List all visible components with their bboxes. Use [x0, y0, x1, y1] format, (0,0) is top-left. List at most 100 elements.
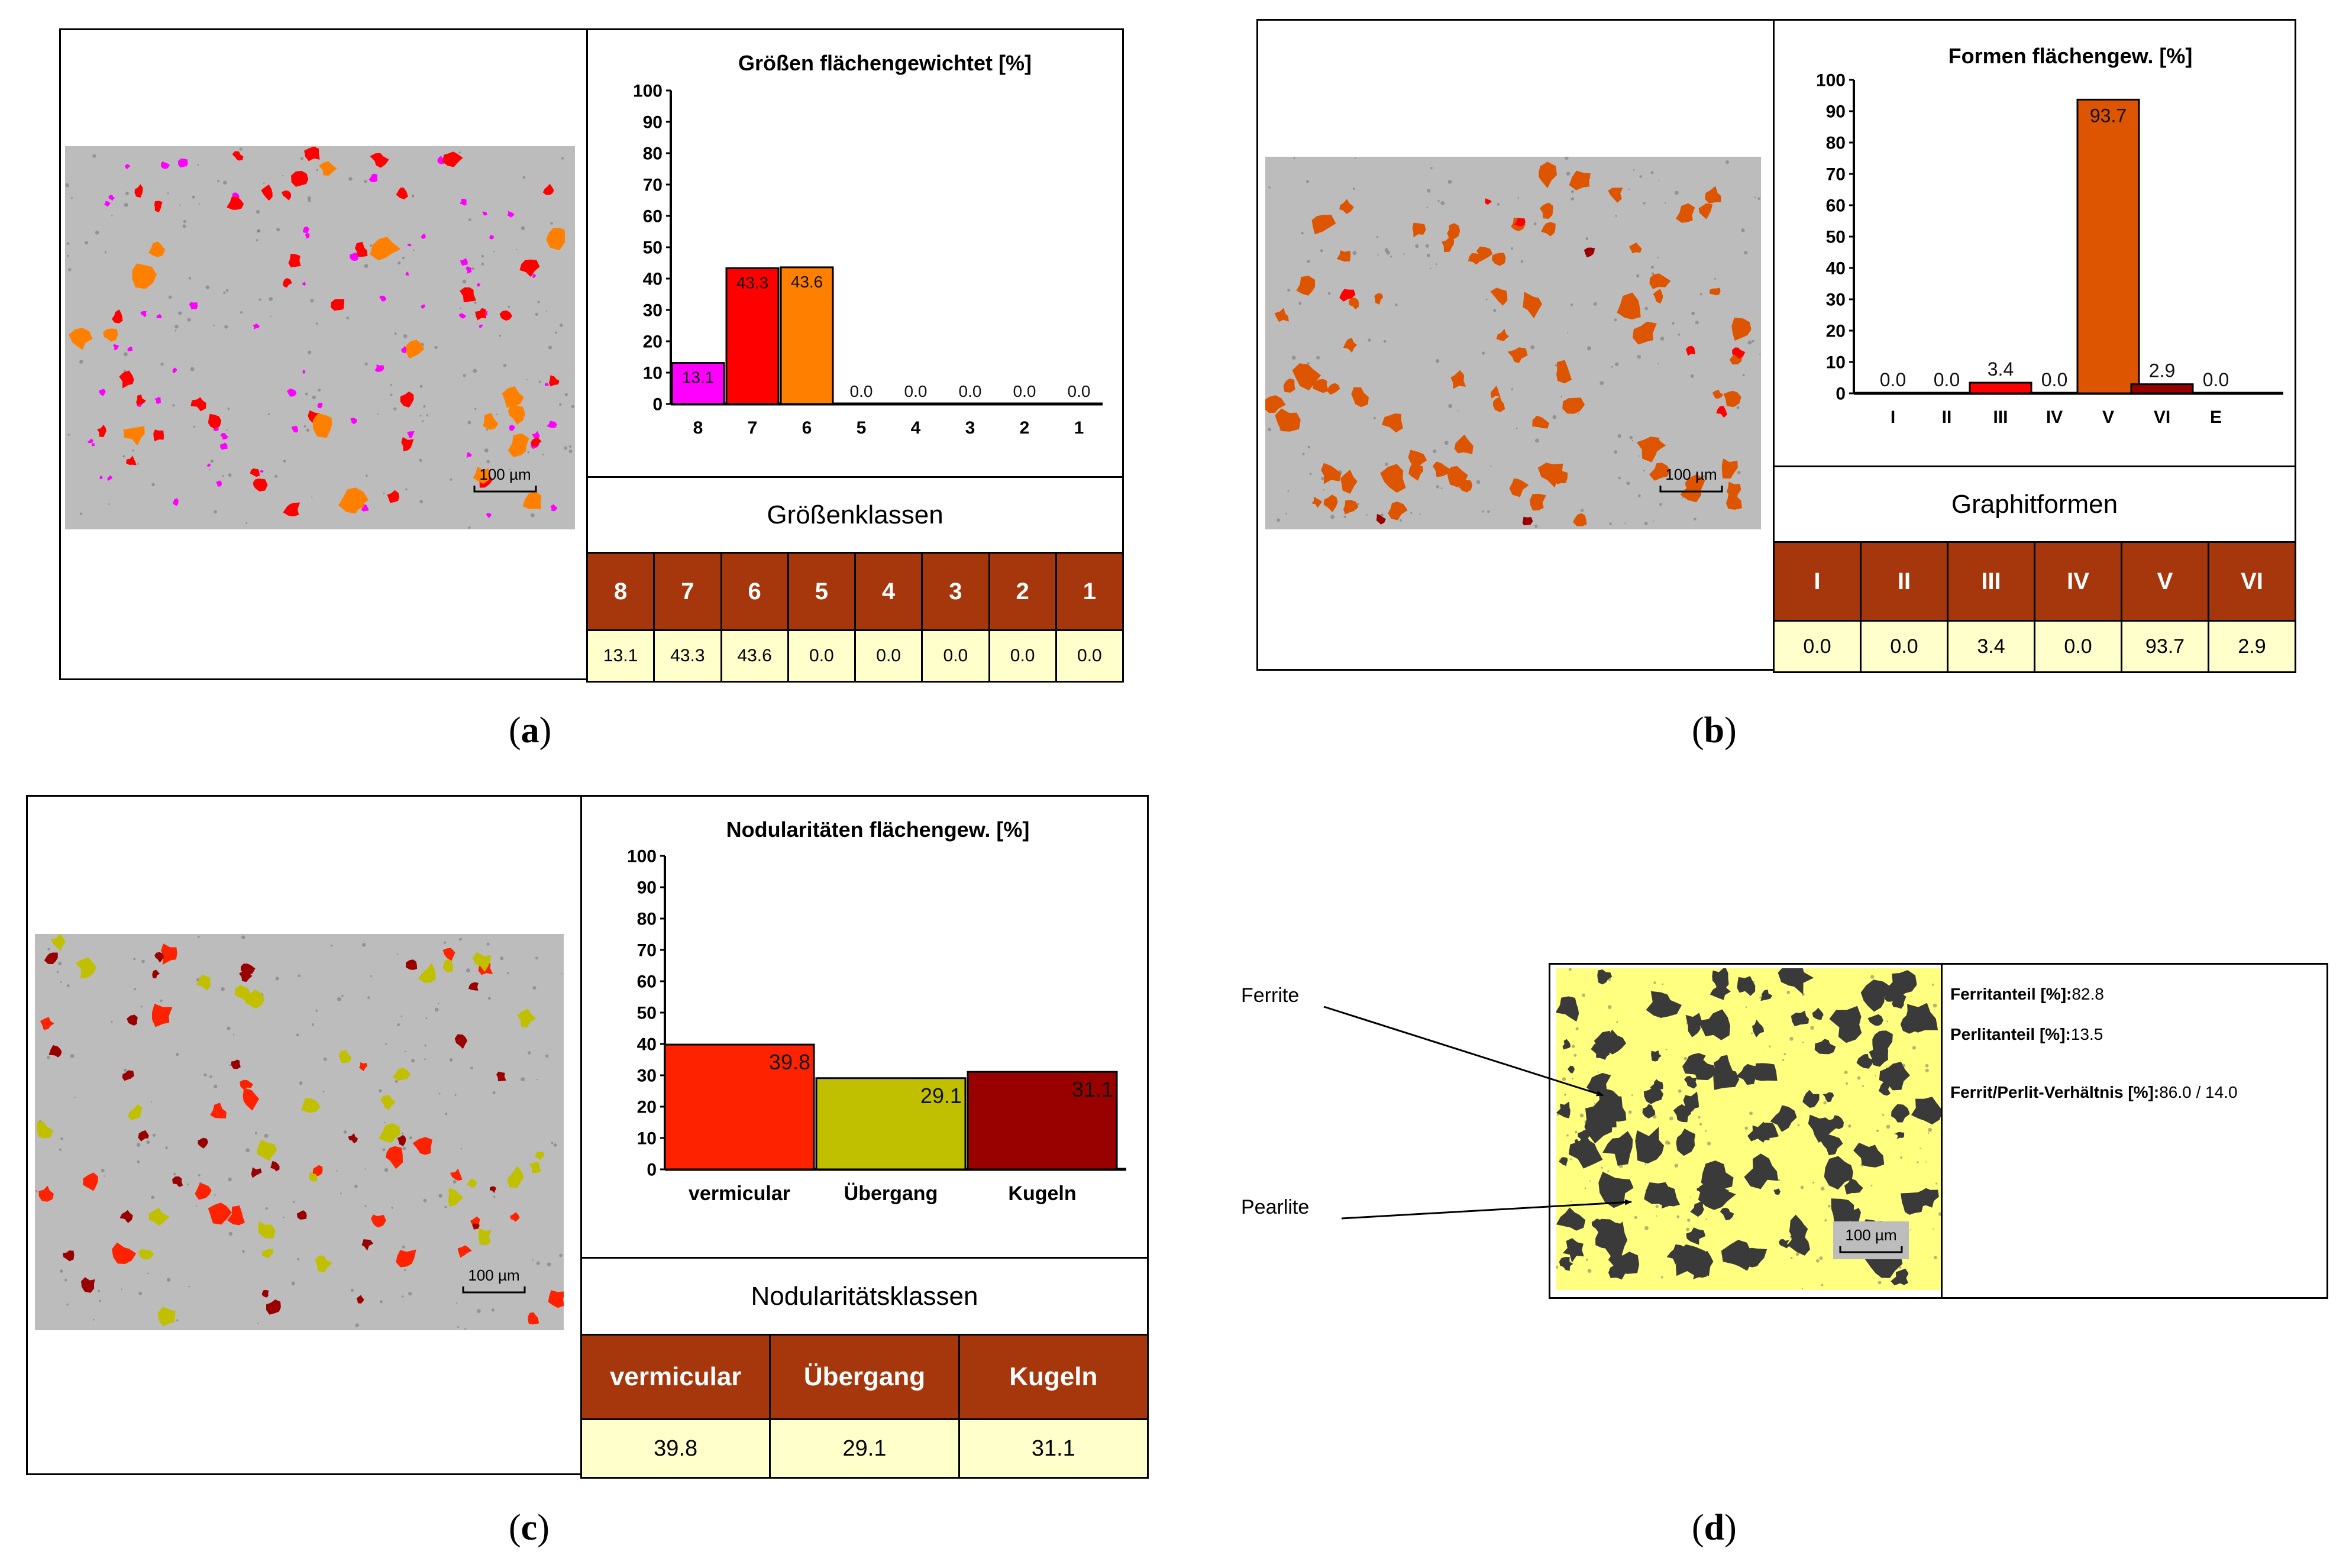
micro-d-speck — [1823, 1101, 1827, 1105]
micro-c-particle — [251, 1167, 262, 1178]
micro-b-speck — [1659, 503, 1662, 506]
micro-c-speck — [379, 1300, 383, 1304]
micro-c-particle — [385, 1146, 403, 1169]
micro-a-particle — [355, 241, 368, 257]
micro-a-particle — [156, 313, 162, 319]
micro-d-speck — [1676, 1215, 1680, 1218]
micro-d-particle — [1844, 1178, 1863, 1195]
micro-b-particle — [1447, 465, 1468, 487]
micro-a-particle — [103, 328, 118, 342]
undefined-value-label: 0.0 — [1934, 369, 1960, 390]
micro-a-speck — [182, 224, 186, 228]
table-a-value-row: 13.1 43.3 43.6 0.0 0.0 0.0 0.0 0.0 — [586, 629, 1124, 683]
micro-a-speck — [419, 384, 423, 388]
micro-d-speck — [1790, 1256, 1793, 1259]
micro-c-particle — [240, 1079, 253, 1089]
micro-a-particle — [132, 263, 157, 289]
micro-d-particle — [1682, 1053, 1706, 1075]
ferrite-annotation: Ferrite — [1241, 984, 1300, 1007]
micro-c-speck — [330, 945, 333, 947]
micro-c-particle — [227, 1205, 245, 1226]
micro-a-speck — [366, 474, 368, 477]
micro-c-speck — [214, 1084, 218, 1088]
table-a-cell: 0.0 — [988, 629, 1057, 683]
undefined-value-label: 0.0 — [2041, 369, 2067, 390]
micro-c-speck — [384, 1168, 389, 1172]
micro-c-particle — [296, 1210, 307, 1220]
micro-d-speck — [1827, 1204, 1831, 1208]
micro-b-particle — [1380, 464, 1406, 493]
micro-a-particle — [303, 226, 309, 234]
micro-b-particle — [1292, 363, 1321, 390]
micro-a-speck — [315, 322, 318, 325]
table-a-cell: 43.6 — [720, 629, 789, 683]
micro-c-speck — [124, 1068, 127, 1072]
micro-a-speck — [364, 362, 368, 366]
micro-d-speck — [1707, 1142, 1711, 1146]
undefined-ytick-label: 50 — [643, 238, 663, 258]
micro-c-speck — [487, 997, 491, 1000]
micro-a-speck — [434, 345, 438, 350]
micro-a-particle — [489, 234, 494, 240]
micro-c-particle — [478, 1228, 492, 1246]
micro-b-speck — [1657, 363, 1659, 364]
micro-c-speck — [400, 1015, 403, 1017]
table-c-col-header: Kugeln — [958, 1334, 1149, 1420]
micro-a-speck — [222, 475, 224, 477]
undefined-value-label: 0.0 — [1013, 382, 1036, 400]
undefined-value-label: 0.0 — [1880, 369, 1906, 390]
micro-d-speck — [1802, 1042, 1804, 1044]
micro-a-speck — [538, 380, 541, 383]
micro-c-particle — [138, 1249, 154, 1260]
micro-a-particle — [113, 344, 119, 350]
micro-c-particle — [489, 1186, 496, 1194]
micro-d-speck — [1751, 1032, 1753, 1034]
micro-a-speck — [67, 254, 69, 257]
micro-c-speck — [470, 1066, 473, 1070]
undefined-bar — [1969, 382, 2032, 395]
micro-c-particle — [244, 990, 265, 1009]
undefined-ytick-label: 50 — [1826, 228, 1846, 247]
micro-a-particle — [546, 228, 566, 251]
micro-b-speck — [1426, 206, 1429, 209]
micro-d-speck — [1698, 1116, 1701, 1119]
micro-a-particle — [104, 201, 111, 207]
micro-c-speck — [70, 1054, 75, 1058]
micro-a-speck — [213, 324, 215, 326]
micro-c-speck — [92, 1318, 95, 1321]
micro-c-speck — [60, 981, 62, 983]
micro-c-speck — [229, 1064, 231, 1066]
micro-a-speck — [122, 455, 125, 458]
micro-b-speck — [1307, 260, 1310, 263]
micro-d-particle — [1737, 976, 1756, 996]
micro-b-particle — [1716, 406, 1727, 418]
micro-c-particle — [258, 1221, 276, 1239]
micro-d-particle — [1883, 1066, 1900, 1087]
micro-a-speck — [364, 264, 369, 269]
micro-c-speck — [291, 1281, 295, 1286]
micro-b-speck — [1384, 462, 1388, 466]
micro-c-speck — [370, 975, 373, 977]
micro-d-speck — [1875, 1075, 1876, 1076]
micro-b-speck — [1291, 355, 1296, 360]
micro-d-particle — [1824, 1156, 1853, 1190]
micro-a-particle — [499, 310, 513, 321]
micro-d-speck — [1933, 1003, 1937, 1008]
micro-d-speck — [1653, 981, 1656, 984]
micro-c-particle — [454, 1034, 467, 1049]
micro-c-particle — [138, 1130, 149, 1142]
micro-c-particle — [356, 1295, 364, 1304]
undefined-ytick-label: 10 — [1826, 353, 1846, 373]
micro-a-speck — [79, 360, 83, 364]
micro-c-speck — [364, 1205, 367, 1207]
micro-c-speck — [136, 1143, 141, 1147]
micro-c-speck — [537, 1078, 538, 1081]
micro-a-speck — [522, 176, 525, 179]
micro-c-speck — [343, 1130, 347, 1134]
micro-b-speck — [1571, 197, 1575, 201]
micro-d-particle — [1891, 1104, 1910, 1123]
micro-b-particle — [1274, 308, 1289, 322]
micro-b-speck — [1699, 293, 1702, 296]
micro-b-speck — [1693, 518, 1697, 520]
micro-d-speck — [1582, 993, 1585, 997]
